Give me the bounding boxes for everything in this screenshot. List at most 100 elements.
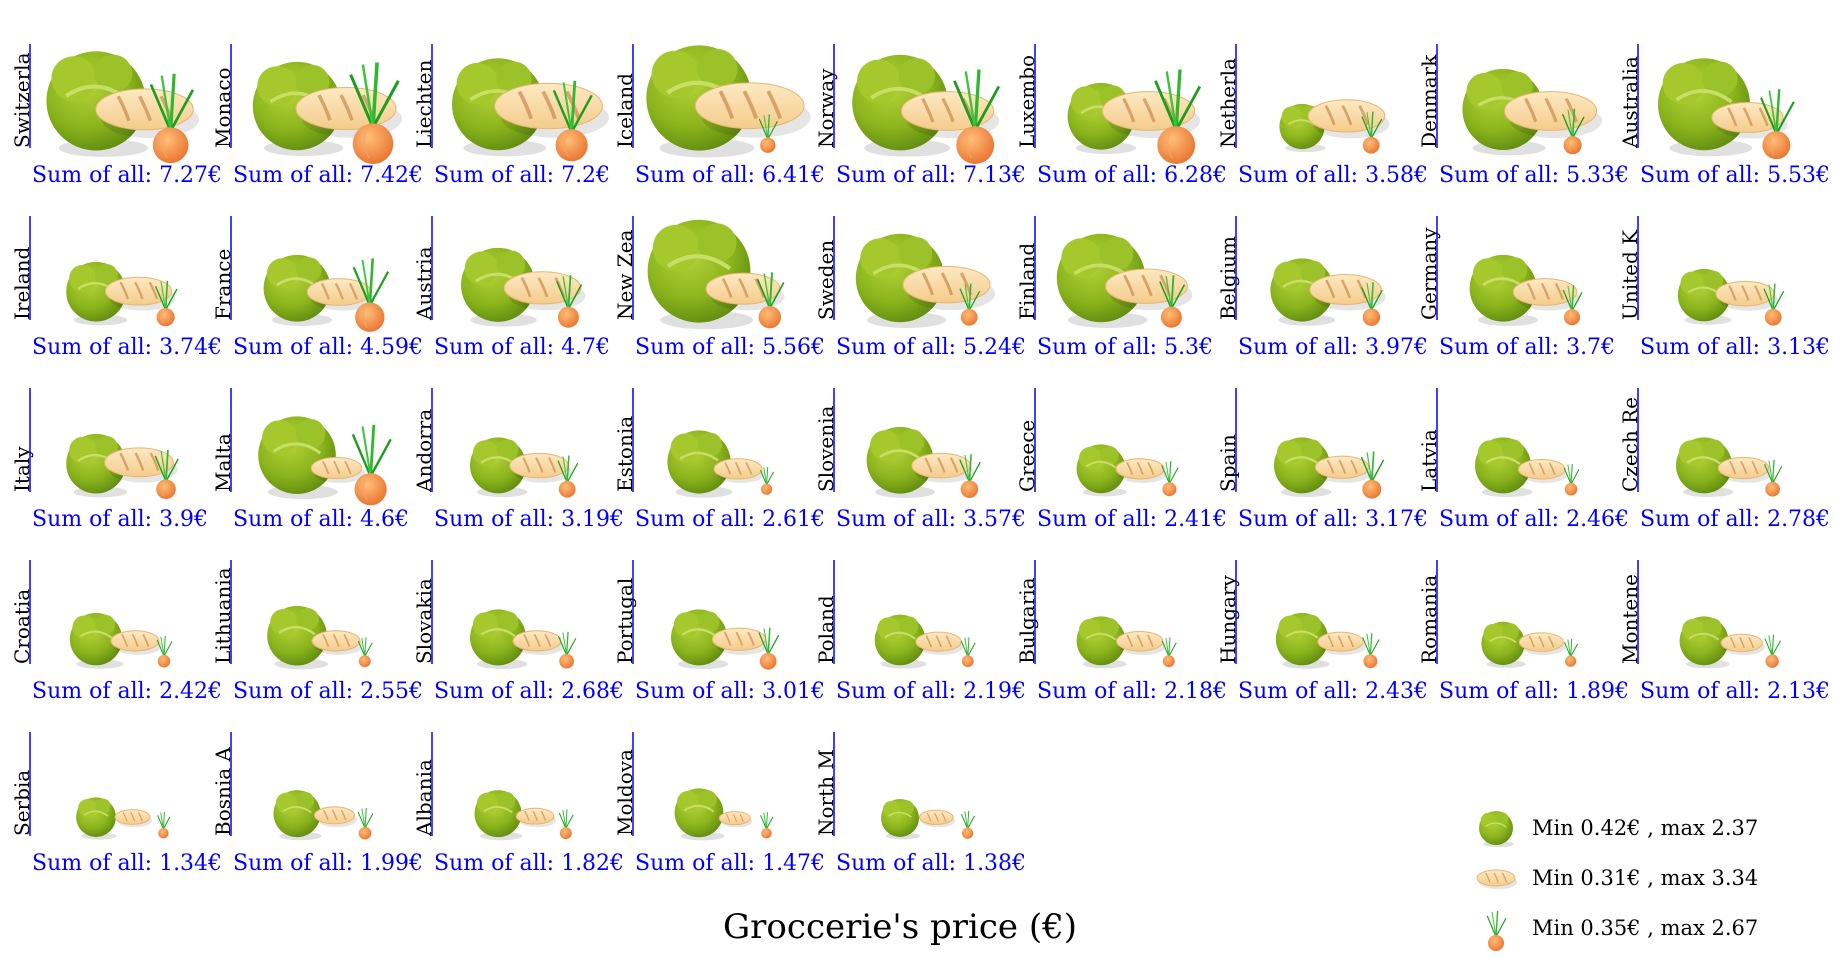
- sum-label: Sum of all: 2.78€: [1640, 507, 1830, 532]
- bread-icon: [1715, 280, 1778, 311]
- bread-icon: [694, 82, 811, 138]
- sum-label: Sum of all: 2.68€: [434, 679, 624, 704]
- bread-icon: [104, 276, 176, 311]
- bread-icon: [1115, 630, 1166, 656]
- lettuce-icon: [1076, 616, 1127, 669]
- sum-label: Sum of all: 1.99€: [233, 851, 423, 876]
- sum-label: Sum of all: 3.9€: [32, 507, 208, 532]
- onion-icon: [149, 73, 195, 164]
- bread-icon: [114, 809, 153, 828]
- onion-icon: [1760, 89, 1795, 160]
- onion-icon: [756, 272, 785, 329]
- bread-icon: [494, 82, 609, 138]
- onion-icon: [1764, 459, 1783, 497]
- onion-icon: [1764, 634, 1781, 668]
- bread-icon: [110, 630, 162, 655]
- onion-icon: [558, 631, 577, 669]
- onion-icon: [1360, 451, 1385, 499]
- sum-label: Sum of all: 4.7€: [434, 335, 610, 360]
- onion-icon: [1362, 633, 1380, 669]
- onion-icon: [154, 280, 178, 327]
- bread-icon: [1476, 869, 1518, 890]
- lettuce-icon: [1481, 621, 1526, 668]
- sum-label: Sum of all: 7.2€: [434, 163, 610, 188]
- lettuce-icon: [1677, 268, 1732, 325]
- bread-icon: [1314, 455, 1372, 483]
- sum-label: Sum of all: 3.74€: [32, 335, 222, 360]
- onion-icon: [552, 80, 593, 162]
- lettuce-icon: [874, 614, 927, 669]
- onion-icon: [558, 809, 574, 840]
- onion-icon: [1563, 638, 1579, 667]
- onion-icon: [1161, 461, 1179, 497]
- onion-icon: [1562, 284, 1583, 326]
- lettuce-icon: [1679, 616, 1730, 669]
- lettuce-icon: [1469, 254, 1539, 327]
- sum-label: Sum of all: 5.3€: [1037, 335, 1213, 360]
- sum-label: Sum of all: 2.13€: [1640, 679, 1830, 704]
- bread-icon: [1717, 456, 1772, 483]
- onion-icon: [953, 69, 1001, 164]
- onion-icon: [352, 258, 390, 332]
- legend-label: Min 0.31€ , max 3.34: [1532, 866, 1758, 890]
- lettuce-icon: [46, 51, 149, 157]
- onion-icon: [1154, 69, 1202, 164]
- lettuce-icon: [263, 254, 333, 327]
- lettuce-icon: [452, 58, 547, 157]
- onion-icon: [960, 637, 976, 668]
- bread-icon: [1720, 633, 1765, 656]
- bread-icon: [1317, 631, 1366, 656]
- sum-label: Sum of all: 2.55€: [233, 679, 423, 704]
- lettuce-icon: [470, 437, 528, 498]
- sum-label: Sum of all: 1.47€: [635, 851, 825, 876]
- bread-icon: [104, 447, 178, 483]
- sum-label: Sum of all: 2.18€: [1037, 679, 1227, 704]
- onion-icon: [349, 62, 400, 164]
- lettuce-icon: [1475, 437, 1533, 498]
- onion-icon: [1361, 111, 1383, 154]
- onion-icon: [1159, 275, 1186, 328]
- onion-icon: [1486, 910, 1507, 951]
- onion-icon: [959, 283, 981, 326]
- sum-label: Sum of all: 2.61€: [635, 507, 825, 532]
- lettuce-icon: [1076, 444, 1127, 497]
- lettuce-icon: [69, 612, 124, 669]
- bread-icon: [1518, 632, 1566, 656]
- sum-label: Sum of all: 6.28€: [1037, 163, 1227, 188]
- bread-icon: [515, 807, 557, 828]
- bread-icon: [310, 456, 365, 483]
- lettuce-icon: [1275, 612, 1330, 669]
- onion-icon: [1763, 283, 1785, 326]
- onion-icon: [1561, 108, 1585, 155]
- lettuce-icon: [267, 605, 329, 670]
- sum-label: Sum of all: 1.34€: [32, 851, 222, 876]
- sum-label: Sum of all: 7.42€: [233, 163, 423, 188]
- bread-icon: [313, 806, 358, 828]
- sum-label: Sum of all: 7.27€: [32, 163, 222, 188]
- lettuce-icon: [66, 433, 128, 498]
- onion-icon: [557, 455, 579, 498]
- sum-label: Sum of all: 3.97€: [1238, 335, 1428, 360]
- sum-label: Sum of all: 3.58€: [1238, 163, 1428, 188]
- lettuce-icon: [1274, 437, 1332, 498]
- legend: Min 0.42€ , max 2.37 Min 0.31€ , max 3.34…: [1476, 811, 1758, 951]
- bread-icon: [306, 278, 375, 311]
- lettuce-icon: [474, 790, 523, 841]
